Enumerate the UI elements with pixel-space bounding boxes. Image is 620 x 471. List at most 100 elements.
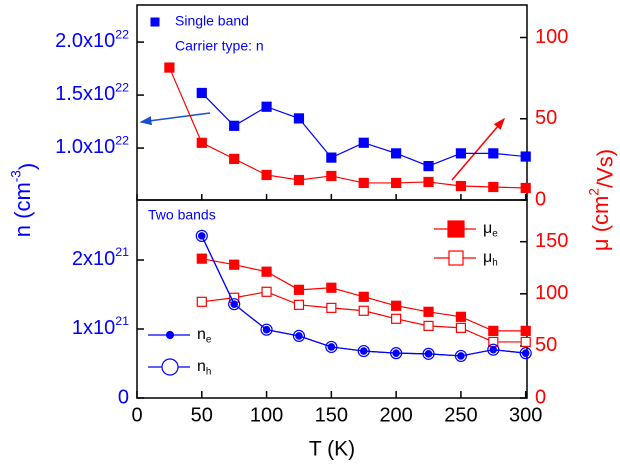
legend-symbol bbox=[448, 250, 464, 266]
y-tick-label-part: 1.5x10 bbox=[55, 83, 115, 105]
data-point bbox=[390, 347, 403, 360]
x-tick-label: 150 bbox=[315, 404, 348, 426]
y-tick-label: 0 bbox=[535, 386, 546, 408]
plot-frame bbox=[136, 199, 528, 399]
data-point bbox=[196, 253, 207, 264]
legend-symbol bbox=[447, 220, 465, 238]
data-point bbox=[293, 113, 305, 124]
data-point bbox=[422, 347, 435, 360]
data-point bbox=[391, 177, 402, 189]
y-tick-label: 2.0x1022 bbox=[55, 28, 129, 53]
legend-symbol bbox=[165, 330, 175, 340]
data-point bbox=[261, 101, 272, 112]
x-tick-label: 50 bbox=[191, 404, 213, 426]
y-axis-label-part: ) bbox=[14, 163, 39, 170]
y-tick-label-part: 21 bbox=[115, 314, 129, 328]
y-tick-label-part: 2x10 bbox=[72, 248, 115, 270]
y-tick-label: 2x1021 bbox=[72, 245, 129, 270]
data-point bbox=[423, 160, 434, 172]
legend-label: μh bbox=[483, 249, 498, 268]
data-point bbox=[326, 152, 337, 163]
data-point bbox=[325, 340, 338, 354]
data-point bbox=[196, 137, 207, 148]
y-tick-label: 0 bbox=[535, 188, 546, 210]
data-point bbox=[520, 182, 531, 194]
data-point bbox=[229, 120, 240, 131]
data-point bbox=[358, 305, 369, 316]
legend-label-part: h bbox=[492, 257, 498, 268]
legend-symbol bbox=[150, 17, 160, 27]
data-point bbox=[455, 322, 467, 333]
data-point bbox=[196, 296, 207, 307]
legend-label: Single band bbox=[175, 13, 249, 29]
data-point bbox=[487, 343, 500, 356]
legend-label: ne bbox=[197, 326, 212, 345]
y-axis-label: n (cm-3) bbox=[8, 163, 39, 237]
data-point bbox=[261, 286, 272, 297]
x-tick-label: 250 bbox=[444, 404, 477, 426]
data-point bbox=[293, 299, 305, 310]
x-axis-label: T (K) bbox=[309, 438, 355, 461]
data-point bbox=[358, 137, 369, 148]
y-tick-label-part: 22 bbox=[115, 81, 129, 95]
data-point bbox=[519, 347, 532, 360]
legend-marker bbox=[161, 358, 179, 376]
data-point bbox=[391, 148, 402, 159]
data-point bbox=[357, 344, 370, 358]
y-tick-label-part: 22 bbox=[115, 28, 129, 42]
y-axis-label-part: -3 bbox=[8, 170, 23, 182]
arrow bbox=[451, 117, 505, 181]
data-point bbox=[455, 311, 467, 322]
data-point bbox=[520, 325, 531, 336]
legend-label: μe bbox=[483, 220, 498, 239]
data-point bbox=[164, 62, 175, 73]
data-point bbox=[228, 298, 241, 311]
data-point bbox=[229, 259, 240, 270]
y2-axis-label: μ (cm2/Vs) bbox=[586, 149, 617, 251]
x-tick-label: 0 bbox=[131, 404, 142, 426]
series-line bbox=[168, 67, 526, 189]
x-tick-label: 200 bbox=[379, 404, 412, 426]
data-point bbox=[326, 170, 337, 182]
y-tick-label: 1.5x1022 bbox=[55, 81, 129, 106]
y-tick-label: 150 bbox=[535, 230, 568, 252]
y-tick-label: 100 bbox=[535, 282, 568, 304]
arrow bbox=[139, 112, 211, 126]
data-point bbox=[488, 325, 499, 336]
annotation: Carrier type: n bbox=[175, 38, 264, 54]
y-tick-label-part: 1x10 bbox=[72, 317, 115, 339]
data-point bbox=[292, 329, 306, 343]
legend-marker bbox=[447, 220, 465, 238]
data-point bbox=[520, 336, 531, 348]
legend-label-part: h bbox=[206, 366, 212, 377]
data-point bbox=[229, 153, 240, 164]
y2-axis-label-part: 2 bbox=[586, 188, 601, 196]
y-tick-label-part: 1.0x10 bbox=[55, 136, 115, 158]
data-point bbox=[293, 174, 305, 186]
legend-label-part: n bbox=[197, 358, 206, 375]
y-tick-label: 50 bbox=[535, 334, 557, 356]
data-point bbox=[488, 181, 499, 193]
y-tick-label-part: 21 bbox=[115, 245, 129, 259]
data-point bbox=[423, 306, 434, 317]
legend-label-part: n bbox=[197, 326, 206, 343]
data-point bbox=[488, 148, 499, 159]
legend-symbol bbox=[161, 358, 179, 376]
data-point bbox=[423, 176, 434, 188]
y-tick-label: 1.0x1022 bbox=[55, 134, 129, 159]
data-point bbox=[454, 349, 468, 363]
data-point bbox=[391, 300, 402, 311]
annotation: Two bands bbox=[148, 207, 216, 223]
y2-axis-label-part: μ (cm bbox=[588, 196, 613, 251]
data-point bbox=[196, 87, 207, 99]
legend-label: nh bbox=[197, 358, 211, 377]
legend-label-part: e bbox=[206, 334, 212, 345]
plot-frame bbox=[136, 4, 528, 201]
data-point bbox=[455, 180, 467, 192]
data-point bbox=[261, 266, 272, 277]
data-point bbox=[358, 177, 369, 189]
legend-label-part: μ bbox=[483, 220, 492, 237]
legend-label-part: e bbox=[492, 228, 498, 239]
data-point bbox=[195, 229, 208, 242]
